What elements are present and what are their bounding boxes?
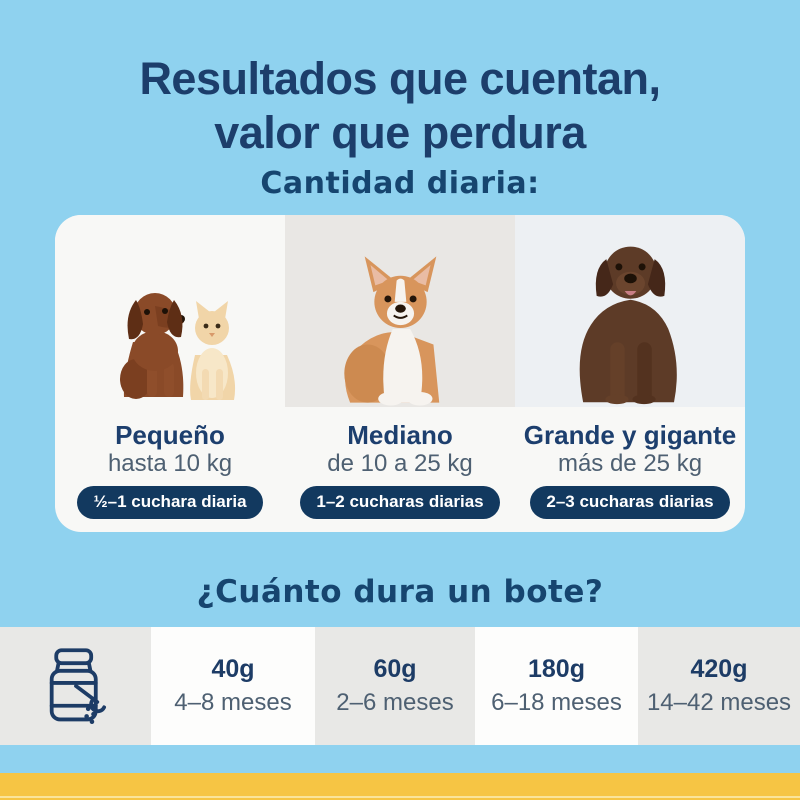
duration-option-40g: 40g 4–8 meses (151, 627, 315, 745)
jar-icon-cell (0, 627, 151, 745)
dosage-column-large: Grande y gigante más de 25 kg 2–3 cuchar… (515, 215, 745, 532)
dose-pill-large: 2–3 cucharas diarias (530, 486, 730, 519)
jar-duration-label: 14–42 meses (646, 689, 792, 716)
jar-size-label: 420g (690, 655, 748, 683)
duration-table: 40g 4–8 meses 60g 2–6 meses 180g 6–18 me… (0, 627, 800, 745)
jar-duration-label: 4–8 meses (174, 689, 292, 716)
labrador-illustration (579, 246, 677, 405)
jar-duration-question: ¿Cuánto dura un bote? (196, 574, 604, 610)
dachshund-and-cat-illustration (120, 293, 236, 400)
supplement-jar-with-scoop-icon (49, 648, 106, 724)
dachshund-and-cat-photo (55, 215, 285, 407)
footer-yellow-stripe (0, 773, 800, 800)
daily-amount-heading: Cantidad diaria: (260, 166, 540, 201)
labrador-photo (515, 215, 745, 407)
weight-range-large: más de 25 kg (557, 450, 703, 477)
footer-yellow-highlight-line (0, 796, 800, 798)
duration-option-420g: 420g 14–42 meses (638, 627, 800, 745)
duration-option-60g: 60g 2–6 meses (315, 627, 475, 745)
page-title: Resultados que cuentan, valor que perdur… (0, 52, 800, 160)
jar-duration-label: 2–6 meses (336, 689, 454, 716)
weight-range-small: hasta 10 kg (107, 450, 233, 477)
dosage-card: Pequeño hasta 10 kg ½–1 cuchara diaria (55, 215, 745, 532)
jar-size-label: 60g (373, 655, 417, 683)
size-name-large: Grande y gigante (523, 420, 737, 450)
jar-size-label: 40g (211, 655, 255, 683)
corgi-photo (285, 215, 515, 407)
page-title-line2: valor que perdura (214, 107, 586, 158)
dosage-column-small: Pequeño hasta 10 kg ½–1 cuchara diaria (55, 215, 285, 532)
dose-pill-medium: 1–2 cucharas diarias (300, 486, 500, 519)
weight-range-medium: de 10 a 25 kg (327, 450, 473, 477)
size-name-medium: Mediano (347, 420, 453, 450)
dose-pill-small: ½–1 cuchara diaria (77, 486, 263, 519)
page-title-line1: Resultados que cuentan, (139, 53, 661, 104)
dosage-column-medium: Mediano de 10 a 25 kg 1–2 cucharas diari… (285, 215, 515, 532)
jar-size-label: 180g (528, 655, 585, 683)
duration-option-180g: 180g 6–18 meses (475, 627, 638, 745)
footer-blue-stripe (0, 745, 800, 773)
corgi-illustration (343, 256, 439, 406)
jar-duration-label: 6–18 meses (491, 689, 622, 716)
size-name-small: Pequeño (115, 420, 225, 450)
